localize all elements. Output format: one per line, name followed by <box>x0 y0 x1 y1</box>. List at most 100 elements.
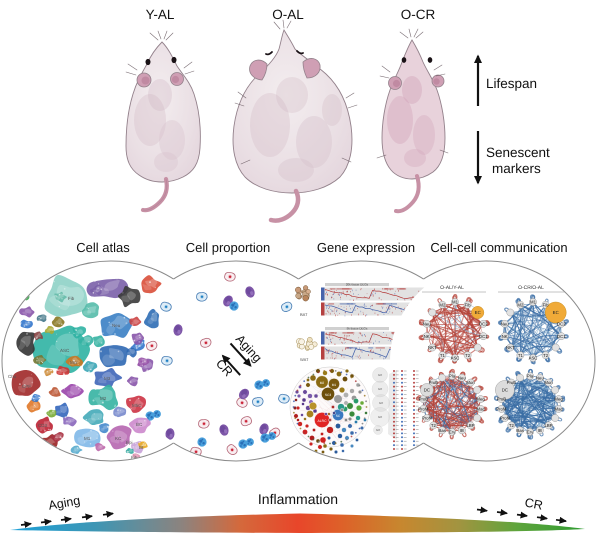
svg-text:Epi: Epi <box>126 440 133 445</box>
svg-text:Pla: Pla <box>527 374 534 379</box>
svg-text:GO: GO <box>378 387 383 391</box>
svg-text:Cell-cell communication: Cell-cell communication <box>430 240 567 255</box>
svg-text:M2: M2 <box>439 302 446 307</box>
svg-text:M2: M2 <box>100 396 107 401</box>
svg-text:M2: M2 <box>320 381 325 385</box>
svg-text:DC2: DC2 <box>557 321 566 326</box>
svg-text:Cell atlas: Cell atlas <box>76 240 130 255</box>
svg-text:Mac: Mac <box>477 407 486 412</box>
svg-text:ProB: ProB <box>497 397 507 402</box>
svg-text:Ery: Ery <box>449 430 456 435</box>
svg-text:T1: T1 <box>440 353 446 358</box>
svg-text:Lifespan: Lifespan <box>486 76 537 91</box>
svg-text:EC: EC <box>553 310 559 315</box>
svg-text:Bas: Bas <box>438 428 445 433</box>
svg-text:Fib: Fib <box>131 455 138 460</box>
svg-text:M3: M3 <box>104 376 111 381</box>
svg-text:markers: markers <box>492 161 541 176</box>
svg-text:BI: BI <box>139 445 143 450</box>
svg-text:ProE: ProE <box>507 380 517 385</box>
svg-text:Neu: Neu <box>112 323 121 328</box>
svg-text:Bas: Bas <box>516 428 523 433</box>
svg-text:ASC: ASC <box>529 356 538 361</box>
svg-text:T2: T2 <box>465 353 471 358</box>
svg-text:Mac: Mac <box>555 407 564 412</box>
svg-text:LBP: LBP <box>467 423 475 428</box>
svg-text:DC2: DC2 <box>479 321 488 326</box>
svg-text:Neu: Neu <box>536 375 544 380</box>
svg-text:ProN: ProN <box>422 416 432 421</box>
svg-text:204 aging DEGs: 204 aging DEGs <box>402 317 426 321</box>
svg-text:DC: DC <box>502 388 508 393</box>
svg-text:ProE: ProE <box>429 380 439 385</box>
svg-text:O-CR: O-CR <box>401 7 436 22</box>
svg-text:ProM: ProM <box>418 407 429 412</box>
svg-text:ASC: ASC <box>451 356 460 361</box>
svg-text:T1: T1 <box>518 353 524 358</box>
svg-text:20k tissue DEGs: 20k tissue DEGs <box>346 283 369 287</box>
svg-text:Senescent: Senescent <box>486 145 550 160</box>
svg-text:Gene expression: Gene expression <box>317 240 415 255</box>
svg-text:NKT: NKT <box>506 345 515 350</box>
svg-text:M1: M1 <box>84 436 91 441</box>
svg-text:GO: GO <box>376 428 381 432</box>
svg-text:Inflammation: Inflammation <box>258 491 338 507</box>
svg-text:CPF: CPF <box>22 384 31 389</box>
svg-text:Mon: Mon <box>466 380 475 385</box>
svg-text:CR: CR <box>213 356 235 379</box>
svg-text:9k tissue DEGs: 9k tissue DEGs <box>347 327 368 331</box>
svg-text:DC1: DC1 <box>557 334 566 339</box>
svg-text:Fib: Fib <box>465 302 472 307</box>
svg-text:Neu: Neu <box>501 321 509 326</box>
svg-text:GO: GO <box>379 401 384 405</box>
svg-text:NK: NK <box>424 334 430 339</box>
svg-text:BC: BC <box>136 422 143 427</box>
svg-text:ProN: ProN <box>500 416 510 421</box>
svg-text:M1: M1 <box>452 300 459 305</box>
svg-text:Cho: Cho <box>8 374 17 379</box>
svg-text:Fib: Fib <box>68 296 75 301</box>
svg-text:ProB: ProB <box>419 397 429 402</box>
svg-text:NKT: NKT <box>428 345 437 350</box>
svg-text:WAT: WAT <box>300 357 309 362</box>
svg-text:M1: M1 <box>530 300 537 305</box>
svg-text:IB: IB <box>460 428 464 433</box>
svg-text:Ery: Ery <box>32 279 40 284</box>
svg-text:NK: NK <box>502 334 508 339</box>
svg-text:Y-AL: Y-AL <box>146 7 175 22</box>
svg-text:Cell proportion: Cell proportion <box>186 240 271 255</box>
svg-text:CD3: CD3 <box>38 423 47 428</box>
svg-text:M5C: M5C <box>132 403 142 408</box>
svg-text:SC: SC <box>336 414 341 418</box>
svg-text:M1: M1 <box>332 383 337 387</box>
svg-text:ProM: ProM <box>496 407 507 412</box>
svg-text:T2: T2 <box>543 353 549 358</box>
svg-text:Aging: Aging <box>47 493 81 512</box>
svg-text:O-CR/O-AL: O-CR/O-AL <box>518 285 544 291</box>
svg-text:IB: IB <box>538 428 542 433</box>
svg-text:GO: GO <box>378 415 383 419</box>
svg-text:LBP: LBP <box>545 423 553 428</box>
svg-text:DC: DC <box>424 388 430 393</box>
svg-text:Neu: Neu <box>423 321 431 326</box>
svg-text:Mcr: Mcr <box>70 360 78 365</box>
svg-text:M2: M2 <box>517 302 524 307</box>
svg-text:O-AL/Y-AL: O-AL/Y-AL <box>440 285 464 291</box>
svg-text:Pla: Pla <box>449 374 456 379</box>
svg-text:Meg: Meg <box>554 397 563 402</box>
svg-text:O-AL: O-AL <box>272 7 304 22</box>
svg-text:BAT: BAT <box>300 312 308 317</box>
svg-text:GO: GO <box>378 373 383 377</box>
svg-text:Meg: Meg <box>476 397 485 402</box>
svg-text:EC: EC <box>475 310 481 315</box>
svg-text:Aging: Aging <box>233 332 265 365</box>
svg-text:T2: T2 <box>509 423 515 428</box>
svg-text:CR: CR <box>524 495 544 512</box>
svg-text:T2: T2 <box>431 423 437 428</box>
svg-text:DC1: DC1 <box>479 334 488 339</box>
svg-text:Fib: Fib <box>543 302 550 307</box>
svg-text:1,088 aging DEGs: 1,088 aging DEGs <box>399 361 425 365</box>
svg-text:Neu: Neu <box>458 375 466 380</box>
svg-text:Mon: Mon <box>544 380 553 385</box>
svg-text:ASC: ASC <box>60 348 70 353</box>
